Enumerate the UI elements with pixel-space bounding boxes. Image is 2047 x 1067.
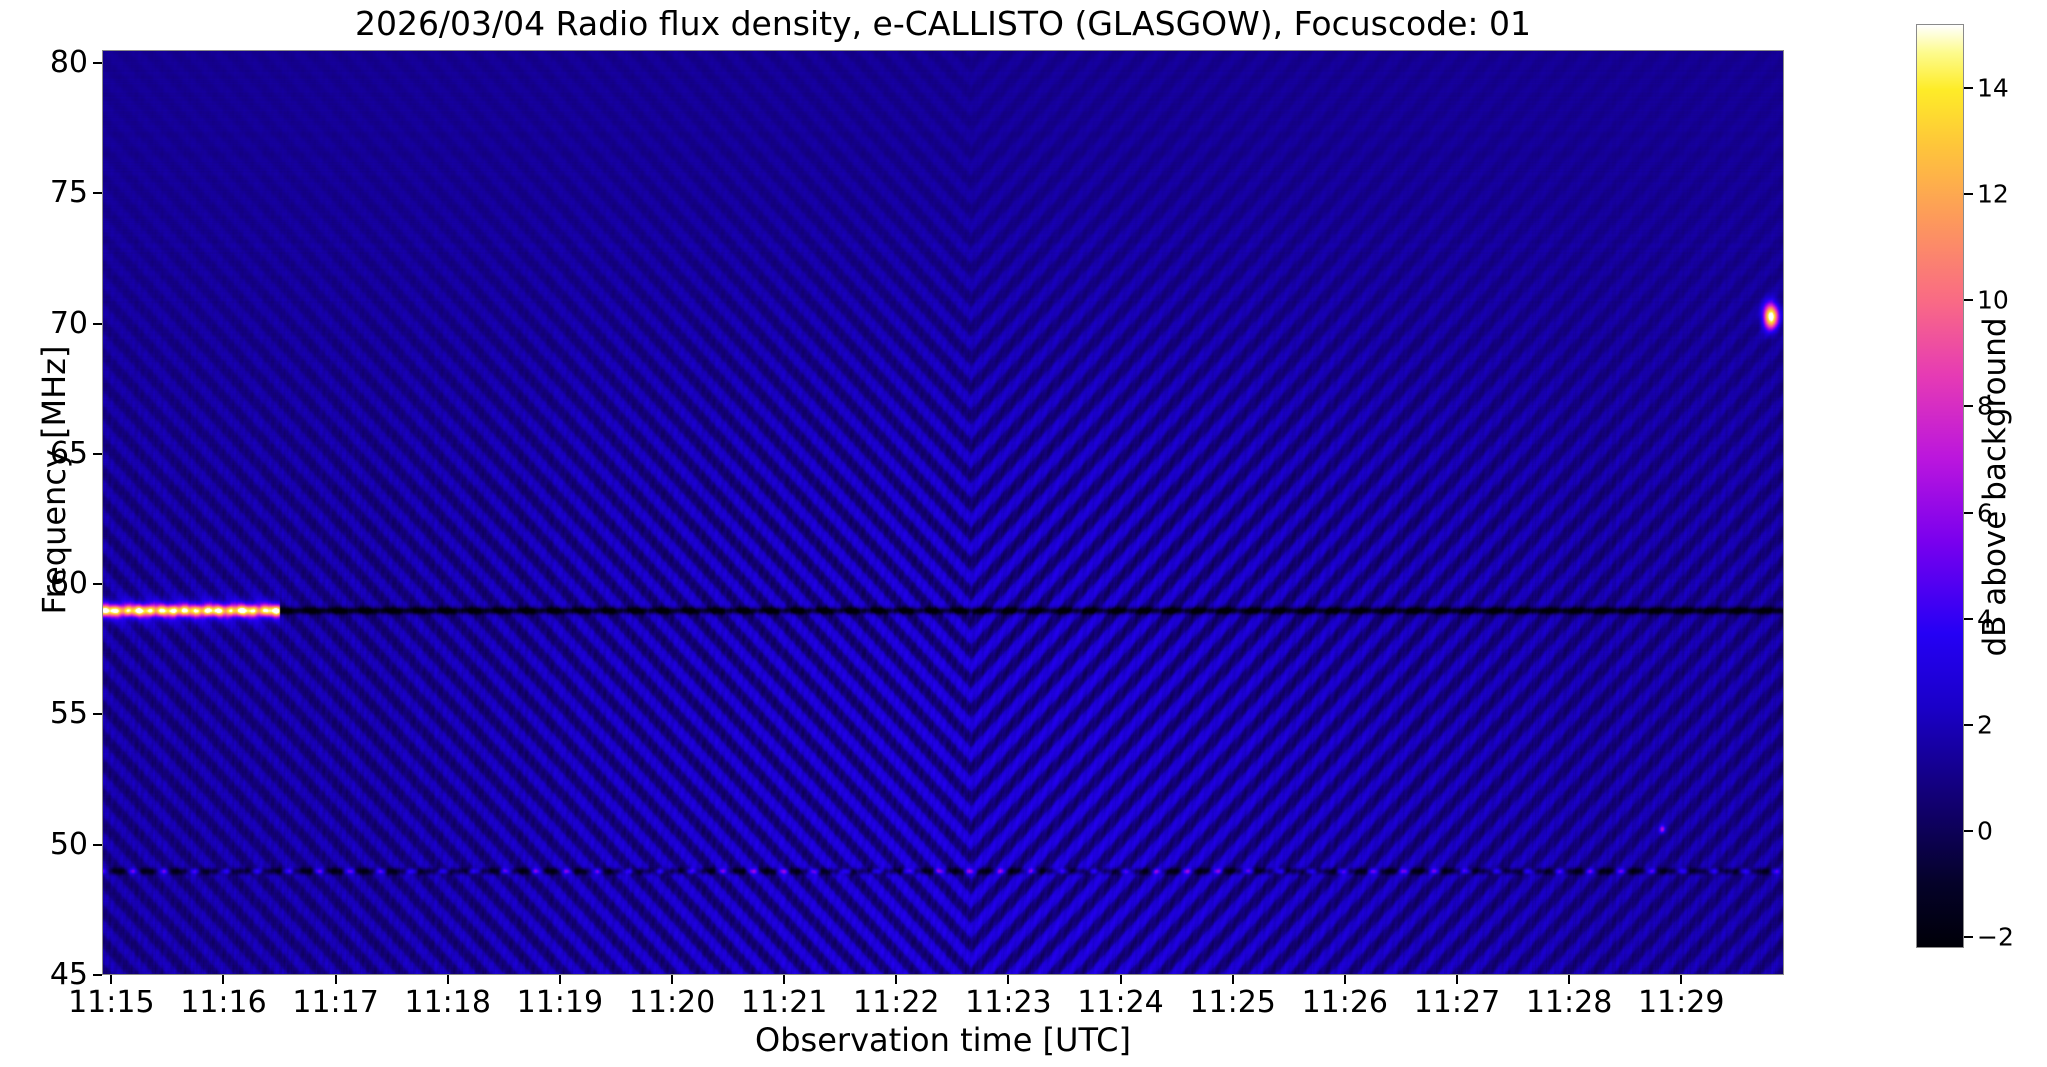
colorbar-tick-label: 2 (1977, 710, 1993, 740)
colorbar-tick-label: 10 (1977, 285, 2009, 315)
x-tick-label: 11:17 (292, 985, 379, 1020)
x-tick (1007, 975, 1010, 984)
y-tick (93, 192, 102, 195)
spectrogram-plot-area[interactable] (102, 50, 1784, 975)
x-tick-label: 11:16 (180, 985, 267, 1020)
x-tick (1343, 975, 1346, 984)
y-tick-label: 50 (49, 826, 88, 862)
x-tick-label: 11:28 (1525, 985, 1613, 1020)
x-tick-label: 11:23 (965, 985, 1052, 1020)
x-tick (334, 975, 337, 984)
colorbar-tick-label: 0 (1977, 816, 1993, 846)
colorbar (1916, 24, 1964, 948)
y-tick-label: 45 (49, 957, 88, 992)
colorbar-tick (1964, 830, 1973, 833)
colorbar-tick (1964, 723, 1973, 726)
y-tick-label: 75 (49, 175, 88, 211)
page-title: 2026/03/04 Radio flux density, e-CALLIST… (354, 4, 1532, 43)
x-tick (446, 975, 449, 984)
colorbar-gradient (1916, 24, 1964, 948)
x-axis-tick-labels: 11:15 11:16 11:17 11:18 11:19 11:20 11:21 11:22… (68, 975, 1784, 1035)
x-tick (783, 975, 786, 984)
x-tick-label: 11:22 (853, 985, 940, 1020)
x-axis-title: Observation time [UTC] (755, 1021, 1131, 1059)
y-tick (93, 974, 102, 976)
y-tick (93, 62, 102, 65)
colorbar-tick (1964, 299, 1973, 302)
x-tick-label: 11:15 (68, 985, 155, 1020)
x-tick (1455, 975, 1458, 984)
x-tick-label: 11:20 (628, 985, 716, 1020)
y-tick (93, 452, 102, 455)
x-tick-label: 11:25 (1189, 985, 1276, 1020)
y-tick-label: 60 (49, 566, 88, 602)
colorbar-tick (1964, 405, 1973, 408)
colorbar-tick (1964, 936, 1973, 939)
y-tick (93, 713, 102, 716)
colorbar-tick-label: 4 (1977, 604, 1993, 634)
spectrogram-image (102, 50, 1784, 975)
colorbar-tick (1964, 511, 1973, 514)
y-tick (93, 322, 102, 325)
colorbar-tick-label: 12 (1977, 179, 2009, 209)
x-tick (222, 975, 225, 984)
y-tick-label: 80 (49, 45, 88, 81)
colorbar-tick (1964, 617, 1973, 620)
y-axis-tick-labels: 45 50 55 60 65 70 75 80 (0, 45, 88, 990)
x-tick-label: 11:24 (1077, 985, 1164, 1020)
colorbar-tick (1964, 192, 1973, 195)
colorbar-tick-label: 6 (1977, 498, 1993, 528)
x-tick-label: 11:27 (1413, 985, 1501, 1020)
x-tick (558, 975, 561, 984)
x-tick (110, 975, 113, 984)
colorbar-tick (1964, 86, 1973, 89)
colorbar-tick-label: 14 (1977, 73, 2009, 103)
x-tick (1568, 975, 1571, 984)
x-tick-label: 11:19 (516, 985, 604, 1020)
colorbar-title: dB above background (1977, 317, 2013, 657)
y-tick-label: 55 (49, 696, 88, 732)
y-axis-title: Frequency [MHz] (35, 345, 73, 615)
x-tick (1680, 975, 1683, 984)
x-tick (1119, 975, 1122, 984)
y-tick (93, 583, 102, 586)
colorbar-tick-label: −2 (1977, 922, 2014, 952)
x-axis-ticks (102, 975, 1784, 987)
x-tick-label: 11:18 (404, 985, 491, 1020)
colorbar-tick-label: 8 (1977, 391, 1993, 421)
y-tick-label: 70 (49, 305, 88, 341)
x-tick-label: 11:21 (740, 985, 828, 1020)
x-tick (671, 975, 673, 984)
y-tick (93, 843, 102, 846)
x-tick-label: 11:29 (1637, 985, 1725, 1020)
x-tick (895, 975, 898, 984)
y-tick-label: 65 (49, 435, 88, 471)
x-tick-label: 11:26 (1301, 985, 1389, 1020)
x-tick (1231, 975, 1234, 984)
